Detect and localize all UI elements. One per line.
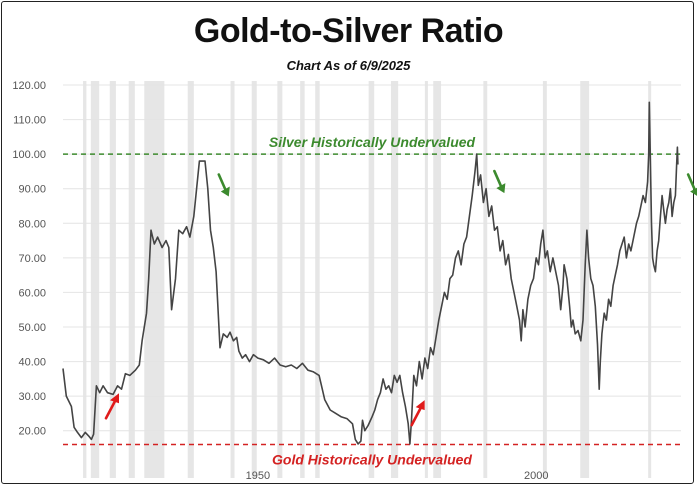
recession-band bbox=[390, 81, 399, 478]
recession-band bbox=[83, 81, 87, 478]
y-tick-label: 70.00 bbox=[18, 253, 46, 265]
down-arrow-icon bbox=[217, 173, 230, 197]
y-tick-label: 60.00 bbox=[18, 287, 46, 299]
y-axis-ticks: 20.00 30.00 40.00 50.00 60.00 70.00 80.00 90.00… bbox=[12, 80, 46, 438]
recession-band bbox=[230, 81, 235, 478]
x-axis-ticks: 1950 2000 bbox=[246, 470, 549, 482]
arrow-head bbox=[415, 400, 425, 411]
recession-band bbox=[251, 81, 257, 478]
arrow-head bbox=[690, 187, 697, 196]
recession-band bbox=[277, 81, 283, 478]
recession-band bbox=[315, 81, 320, 478]
recession-band bbox=[109, 81, 116, 478]
arrow-head bbox=[220, 186, 230, 197]
recession-band bbox=[368, 81, 375, 478]
arrow-shaft bbox=[686, 173, 697, 192]
recession-band bbox=[90, 81, 100, 478]
y-tick-label: 20.00 bbox=[18, 426, 46, 438]
arrow-shaft bbox=[104, 397, 118, 420]
y-tick-label: 50.00 bbox=[18, 322, 46, 334]
arrow-head bbox=[109, 393, 119, 404]
recession-band bbox=[128, 81, 135, 478]
arrow-shaft bbox=[217, 173, 228, 192]
chart-subtitle: Chart As of 6/9/2025 bbox=[286, 58, 411, 73]
arrow-shaft bbox=[493, 169, 503, 189]
arrow-head bbox=[496, 183, 506, 194]
recession-band bbox=[424, 81, 428, 478]
y-tick-label: 110.00 bbox=[13, 115, 46, 127]
y-tick-label: 120.00 bbox=[12, 80, 46, 92]
silver-reference-label: Silver Historically Undervalued bbox=[269, 134, 476, 150]
up-arrow-icon bbox=[410, 400, 425, 427]
ratio-series-line bbox=[62, 101, 679, 445]
recession-band bbox=[483, 81, 488, 478]
y-tick-label: 80.00 bbox=[18, 218, 46, 230]
recession-band bbox=[144, 81, 165, 478]
gold-reference-label: Gold Historically Undervalued bbox=[272, 452, 472, 468]
recession-band bbox=[648, 81, 652, 478]
x-tick-label: 1950 bbox=[246, 470, 270, 482]
y-tick-label: 100.00 bbox=[12, 149, 46, 161]
recession-band bbox=[300, 81, 305, 478]
y-tick-label: 90.00 bbox=[18, 184, 46, 196]
down-arrow-icon bbox=[686, 173, 697, 196]
up-arrow-icon bbox=[104, 393, 119, 420]
arrow-shaft bbox=[410, 404, 423, 427]
x-tick-label: 2000 bbox=[524, 470, 548, 482]
recession-band bbox=[433, 81, 442, 478]
annotation-arrows bbox=[104, 169, 697, 427]
chart-title: Gold-to-Silver Ratio bbox=[193, 12, 504, 50]
y-tick-label: 40.00 bbox=[18, 357, 46, 369]
recession-band bbox=[187, 81, 194, 478]
down-arrow-icon bbox=[493, 169, 506, 194]
y-tick-label: 30.00 bbox=[18, 391, 46, 403]
reference-lines: Silver Historically Undervalued Gold Hist… bbox=[63, 134, 681, 468]
series bbox=[62, 101, 679, 445]
recession-band bbox=[542, 81, 547, 478]
